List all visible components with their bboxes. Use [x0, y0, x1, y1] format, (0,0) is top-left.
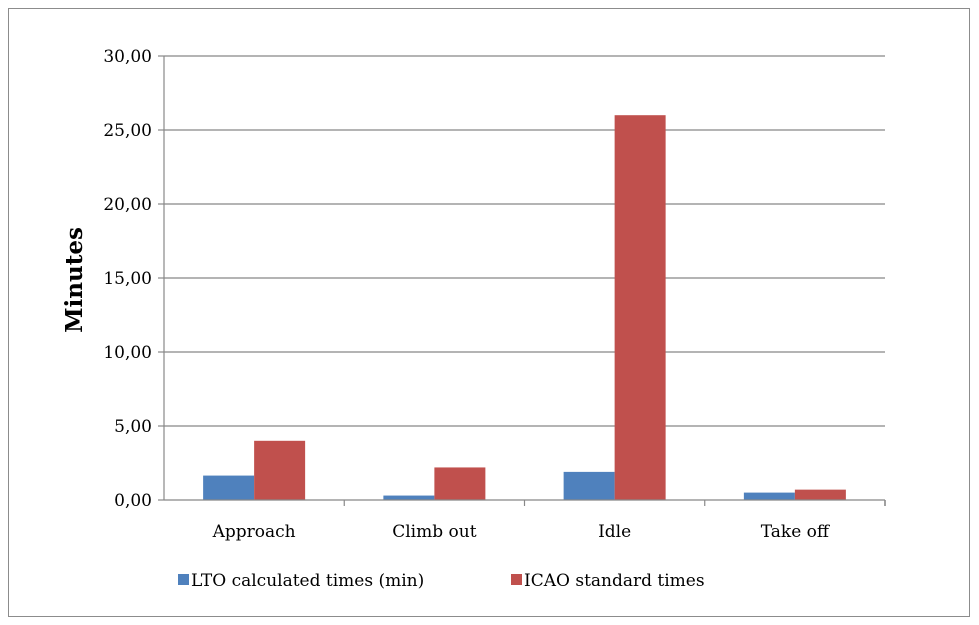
- legend-label-1: LTO calculated times (min): [191, 571, 424, 591]
- bar-climb-out-series-2: [434, 467, 486, 500]
- y-tick-label: 10,00: [103, 343, 152, 363]
- y-tick-label: 5,00: [114, 417, 152, 437]
- bar-take-off-series-2: [794, 489, 846, 500]
- bar-take-off-series-1: [743, 492, 795, 500]
- y-tick-label: 15,00: [103, 269, 152, 289]
- x-tick-label: Idle: [598, 522, 631, 542]
- bar-idle-series-1: [563, 471, 615, 500]
- bar-approach-series-1: [203, 475, 255, 500]
- y-axis-label: Minutes: [61, 227, 88, 333]
- x-tick-label: Approach: [212, 522, 296, 542]
- y-tick-label: 30,00: [103, 47, 152, 67]
- legend-swatch-2: [511, 574, 522, 585]
- legend-swatch-1: [178, 574, 189, 585]
- x-tick-label: Take off: [761, 522, 831, 542]
- chart-frame: [8, 8, 970, 617]
- bar-climb-out-series-1: [383, 495, 435, 500]
- x-tick-label: Climb out: [392, 522, 476, 542]
- legend-label-2: ICAO standard times: [524, 571, 705, 591]
- y-tick-label: 20,00: [103, 195, 152, 215]
- y-tick-label: 25,00: [103, 121, 152, 141]
- bar-approach-series-2: [254, 440, 306, 500]
- y-tick-label: 0,00: [114, 491, 152, 511]
- bar-idle-series-2: [614, 115, 666, 500]
